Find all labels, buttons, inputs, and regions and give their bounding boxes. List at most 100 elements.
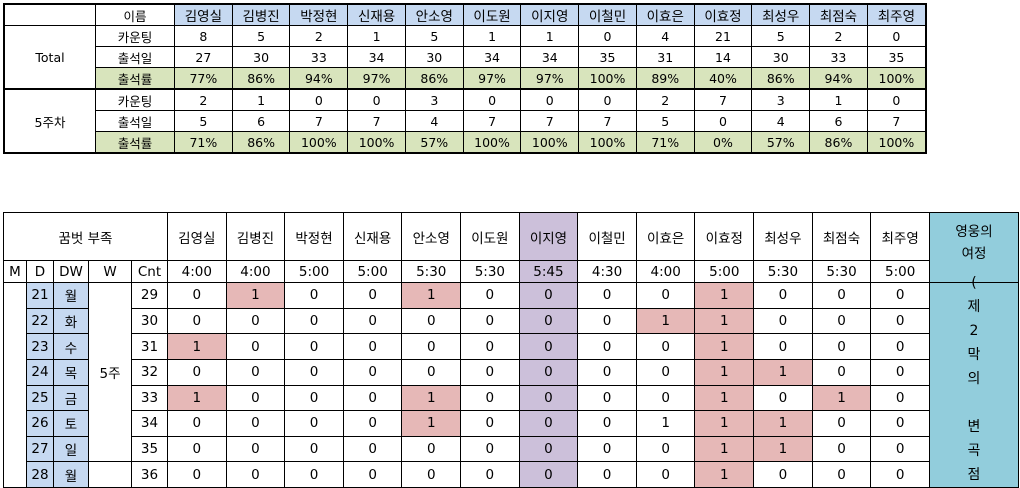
schedule-name-header: 이철민 bbox=[577, 212, 637, 261]
summary-name-header: 신재용 bbox=[347, 3, 406, 26]
schedule-value-cell: 0 bbox=[401, 435, 462, 463]
schedule-value-cell: 0 bbox=[460, 384, 520, 412]
summary-value-cell: 100% bbox=[520, 131, 580, 154]
schedule-time-cell: 5:00 bbox=[870, 260, 930, 283]
summary-name-header: 김병진 bbox=[231, 3, 291, 26]
schedule-value-cell: 0 bbox=[753, 384, 813, 412]
schedule-value-cell: 0 bbox=[401, 461, 462, 488]
schedule-value-cell: 0 bbox=[870, 333, 930, 360]
summary-value-cell: 77% bbox=[174, 67, 233, 90]
schedule-value-cell: 0 bbox=[577, 384, 637, 412]
summary-value-cell: 4 bbox=[751, 110, 811, 132]
schedule-weekday-cell: 일 bbox=[53, 435, 89, 463]
schedule-value-cell: 1 bbox=[694, 384, 755, 412]
schedule-value-cell: 0 bbox=[811, 307, 872, 335]
schedule-value-cell: 0 bbox=[225, 461, 286, 488]
summary-row: 출석률 71% 86% 100% 100% 57% 100% 100% 100% 71% 0% 57%… bbox=[4, 131, 927, 154]
summary-name-header: 최점숙 bbox=[809, 3, 868, 26]
summary-value-cell: 100% bbox=[289, 131, 349, 154]
summary-row: 출석률 77% 86% 94% 97% 86% 97% 97% 100% 89% 40% 86% 94%… bbox=[4, 67, 927, 90]
summary-value-cell: 2 bbox=[174, 88, 233, 111]
schedule-value-cell: 0 bbox=[577, 282, 637, 309]
summary-value-cell: 7 bbox=[578, 110, 637, 132]
schedule-value-cell: 0 bbox=[284, 461, 344, 488]
schedule-time-cell: 4:00 bbox=[167, 260, 227, 283]
schedule-count-cell: 36 bbox=[131, 461, 168, 488]
summary-row: 5주차 카운팅 2 1 0 0 3 0 0 0 2 7 3 1 0 bbox=[3, 88, 927, 154]
schedule-name-header: 이효은 bbox=[635, 212, 696, 261]
summary-value-cell: 100% bbox=[866, 131, 927, 154]
schedule-value-cell: 0 bbox=[225, 410, 286, 437]
summary-value-cell: 86% bbox=[751, 67, 811, 90]
schedule-value-cell: 0 bbox=[518, 307, 579, 335]
summary-value-cell: 100% bbox=[866, 67, 927, 90]
summary-value-cell: 35 bbox=[578, 46, 637, 68]
schedule-week-cell-next bbox=[88, 461, 132, 488]
hero-header-label: 영웅의 여정 bbox=[955, 224, 993, 262]
summary-value-cell: 5 bbox=[635, 110, 695, 132]
summary-value-cell: 71% bbox=[174, 131, 233, 154]
hero-char: 제 bbox=[967, 299, 981, 315]
summary-value-cell: 5 bbox=[751, 25, 811, 47]
summary-table: 이름 김영실 김병진 박정현 신재용 안소영 이도원 이지영 이철민 이효은 이효정 최성우 최점숙 최주… bbox=[3, 3, 927, 154]
hero-vertical-text: (제 2 막 의 변 곡 점 bbox=[930, 271, 1018, 487]
schedule-value-cell: 0 bbox=[225, 358, 286, 386]
schedule-value-cell: 1 bbox=[753, 358, 813, 386]
schedule-value-cell: 0 bbox=[342, 333, 403, 360]
schedule-month-cell bbox=[3, 282, 27, 488]
schedule-time-cell: 5:30 bbox=[811, 260, 872, 283]
schedule-value-cell: 1 bbox=[694, 358, 755, 386]
summary-value-cell: 4 bbox=[404, 110, 464, 132]
schedule-name-header: 김병진 bbox=[225, 212, 286, 261]
schedule-day-cell: 27 bbox=[26, 435, 54, 463]
schedule-value-cell: 0 bbox=[460, 461, 520, 488]
schedule-value-cell: 0 bbox=[284, 384, 344, 412]
schedule-value-cell: 0 bbox=[167, 435, 227, 463]
schedule-value-cell: 0 bbox=[635, 435, 696, 463]
schedule-day-cell: 21 bbox=[26, 282, 54, 309]
summary-value-cell: 97% bbox=[462, 67, 522, 90]
schedule-value-cell: 0 bbox=[401, 307, 462, 335]
schedule-name-header: 안소영 bbox=[401, 212, 462, 261]
schedule-name-header: 신재용 bbox=[342, 212, 403, 261]
schedule-value-cell: 1 bbox=[401, 384, 462, 412]
summary-name-header: 안소영 bbox=[404, 3, 464, 26]
summary-row-label: 출석률 bbox=[95, 131, 175, 154]
schedule-count-cell: 33 bbox=[131, 384, 168, 412]
schedule-value-cell: 0 bbox=[284, 358, 344, 386]
summary-value-cell: 94% bbox=[289, 67, 349, 90]
summary-value-cell: 100% bbox=[578, 131, 637, 154]
schedule-value-cell: 0 bbox=[635, 358, 696, 386]
schedule-count-cell: 30 bbox=[131, 307, 168, 335]
schedule-name-header: 최성우 bbox=[753, 212, 813, 261]
summary-value-cell: 2 bbox=[809, 25, 868, 47]
hero-char: 곡 bbox=[967, 443, 981, 459]
schedule-value-cell: 0 bbox=[635, 333, 696, 360]
schedule-title-row: 꿈벗 부족 김영실 김병진 박정현 신재용 안소영 이도원 이지영 이철민 이효은 이효정 최성우 최점… bbox=[3, 212, 1019, 283]
schedule-table: 꿈벗 부족 김영실 김병진 박정현 신재용 안소영 이도원 이지영 이철민 이효은 이효정 최성우 최점… bbox=[3, 212, 1019, 488]
schedule-name-header: 이효정 bbox=[694, 212, 755, 261]
summary-value-cell: 97% bbox=[520, 67, 580, 90]
schedule-value-cell: 1 bbox=[167, 384, 227, 412]
schedule-value-cell: 0 bbox=[342, 282, 403, 309]
hero-char: ( bbox=[971, 275, 977, 291]
hero-char: 의 bbox=[967, 371, 981, 387]
summary-value-cell: 57% bbox=[751, 131, 811, 154]
schedule-week-cell: 5주 bbox=[88, 281, 132, 463]
summary-value-cell: 86% bbox=[809, 131, 868, 154]
schedule-weekday-cell: 월 bbox=[53, 282, 89, 309]
schedule-value-cell: 0 bbox=[753, 461, 813, 488]
summary-value-cell: 97% bbox=[347, 67, 406, 90]
schedule-weekday-cell: 화 bbox=[53, 307, 89, 335]
schedule-name-header: 이지영 bbox=[518, 212, 579, 261]
schedule-value-cell: 0 bbox=[518, 282, 579, 309]
hero-header: 영웅의 여정 bbox=[929, 212, 1019, 283]
summary-value-cell: 86% bbox=[231, 131, 291, 154]
schedule-row: 27 일 35 0 0 0 0 0 0 0 0 0 1 1 0 0 bbox=[4, 435, 1019, 463]
schedule-value-cell: 0 bbox=[401, 333, 462, 360]
summary-value-cell: 3 bbox=[404, 88, 464, 111]
summary-name-header: 이지영 bbox=[520, 3, 580, 26]
summary-value-cell: 30 bbox=[751, 46, 811, 68]
summary-value-cell: 0 bbox=[693, 110, 753, 132]
schedule-value-cell: 0 bbox=[460, 307, 520, 335]
